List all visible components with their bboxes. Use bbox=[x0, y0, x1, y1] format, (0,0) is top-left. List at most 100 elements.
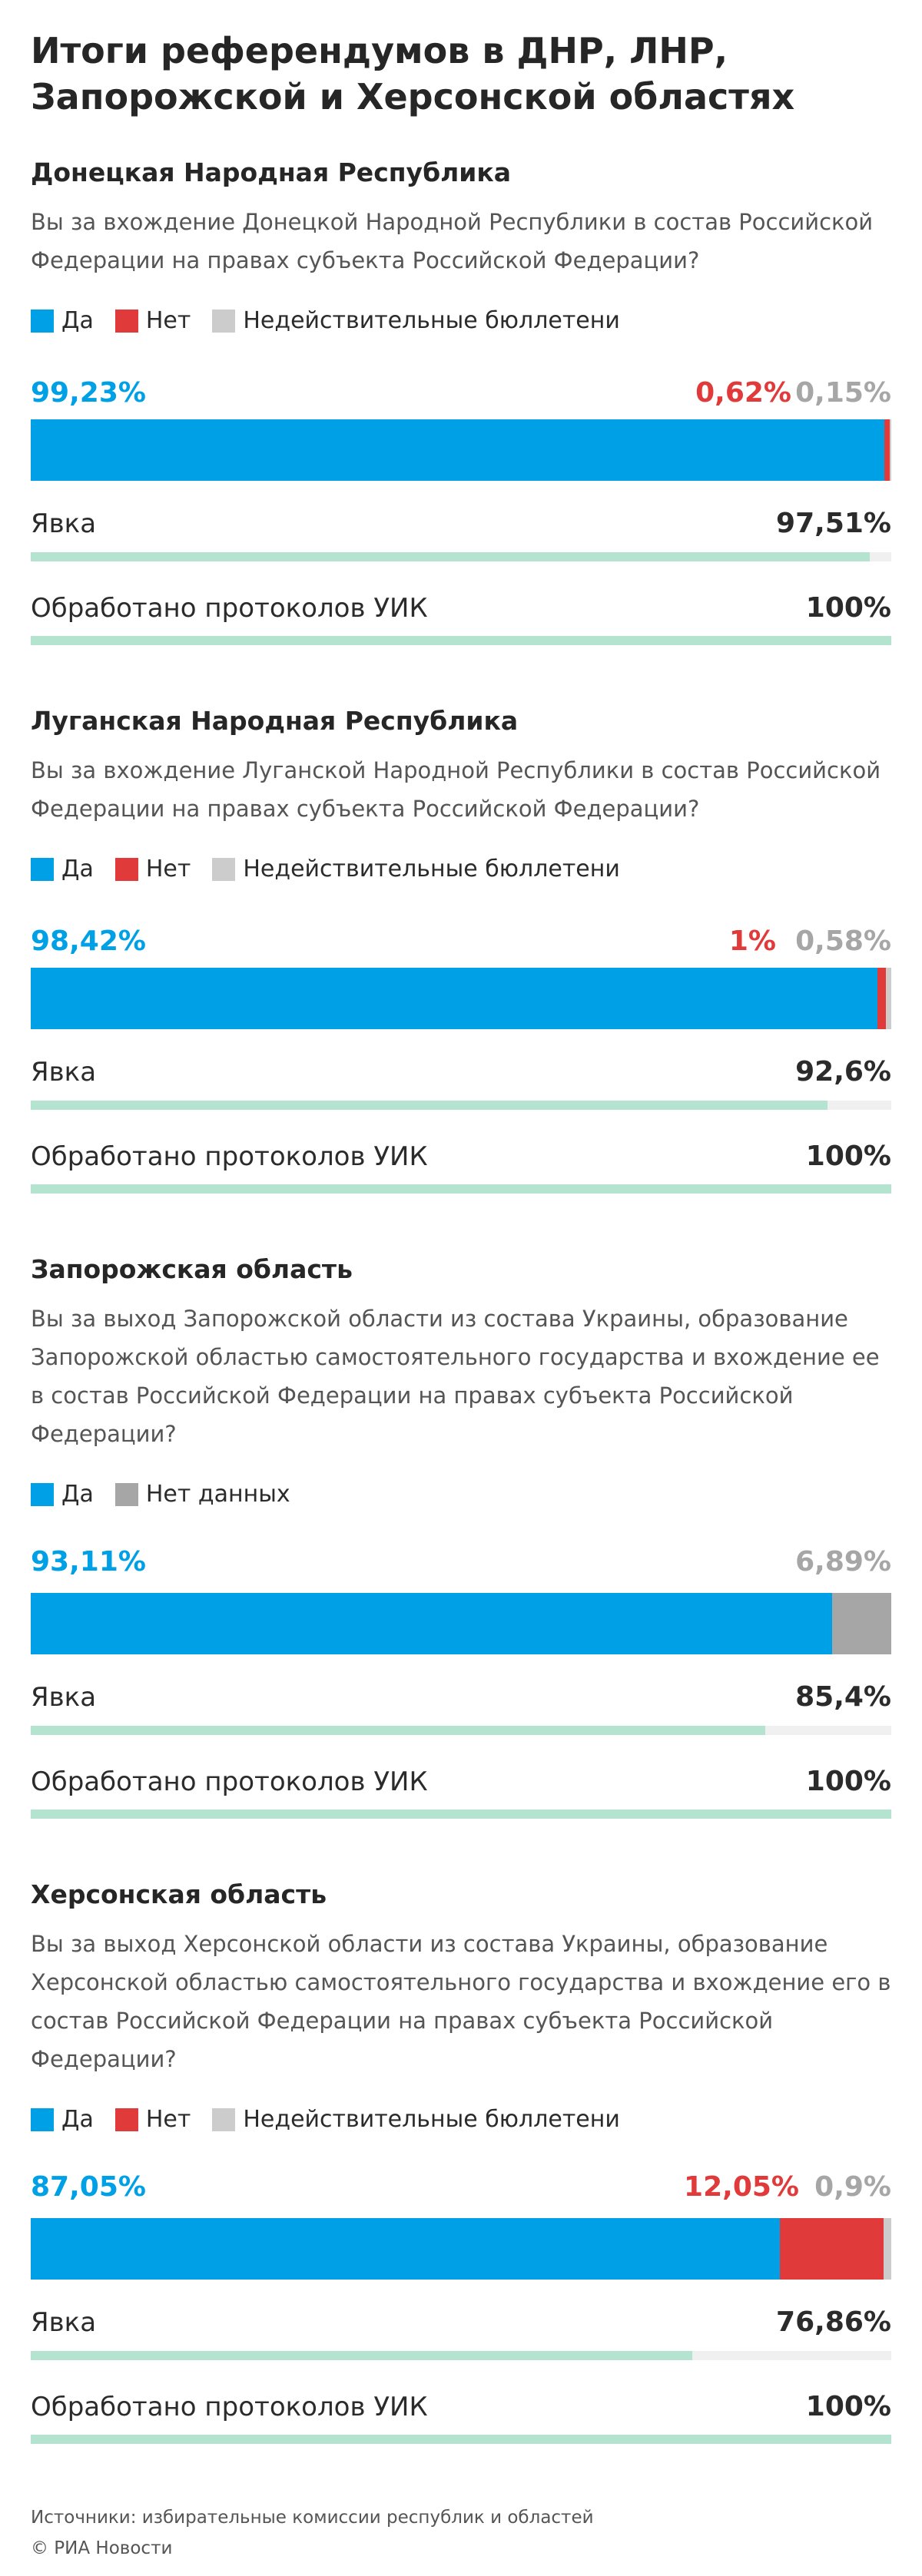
turnout-fill bbox=[31, 1101, 828, 1110]
legend-swatch-yes bbox=[31, 1482, 54, 1506]
legend: Да Нет Недействительные бюллетени bbox=[31, 2106, 642, 2133]
yes-percent-label: 99,23% bbox=[31, 377, 146, 409]
results-bar bbox=[31, 968, 891, 1029]
turnout-track bbox=[31, 1726, 891, 1735]
legend-swatch-no bbox=[114, 2107, 138, 2131]
turnout-fill bbox=[31, 552, 871, 561]
protocols-value: 100% bbox=[805, 592, 891, 624]
no-percent-label: 0,62% bbox=[695, 377, 791, 409]
protocols-fill bbox=[31, 1184, 891, 1194]
legend: Да Нет данных bbox=[31, 1481, 312, 1508]
page-title: Итоги референдумов в ДНР, ЛНР, Запорожск… bbox=[31, 30, 795, 118]
question-text: Вы за вхождение Луганской Народной Респу… bbox=[31, 757, 881, 822]
legend-item-yes: Да bbox=[31, 307, 94, 334]
protocols-track bbox=[31, 2435, 891, 2444]
results-bar bbox=[31, 2218, 891, 2280]
turnout-value: 76,86% bbox=[776, 2306, 891, 2338]
turnout-track bbox=[31, 2351, 891, 2360]
protocols-value: 100% bbox=[805, 2391, 891, 2422]
legend-label: Да bbox=[61, 2106, 94, 2133]
legend-label: Да bbox=[61, 856, 94, 882]
section-title: Запорожская область bbox=[31, 1254, 353, 1284]
legend-swatch-invalid bbox=[212, 2107, 236, 2131]
turnout-track bbox=[31, 1101, 891, 1110]
legend-swatch-yes bbox=[31, 857, 54, 881]
legend-item-no: Нет bbox=[114, 307, 191, 334]
footer-copyright: © РИА Новости bbox=[31, 2538, 173, 2558]
no-percent-label: 1% bbox=[728, 925, 776, 957]
question-text: Вы за выход Запорожской области из соста… bbox=[31, 1306, 880, 1447]
legend-swatch-no bbox=[114, 309, 138, 333]
legend-swatch-nodata bbox=[114, 1482, 138, 1506]
protocols-label: Обработано протоколов УИК bbox=[31, 593, 428, 624]
legend-label: Недействительные бюллетени bbox=[243, 307, 620, 334]
yes-percent-label: 87,05% bbox=[31, 2171, 146, 2203]
legend-item-invalid: Недействительные бюллетени bbox=[212, 307, 620, 334]
bar-segment-yes bbox=[31, 2218, 780, 2280]
bar-segment-invalid bbox=[890, 419, 891, 481]
legend-item-yes: Да bbox=[31, 2106, 94, 2133]
turnout-label: Явка bbox=[31, 1682, 97, 1713]
legend-swatch-invalid bbox=[212, 857, 236, 881]
results-bar bbox=[31, 419, 891, 481]
legend-item-nodata: Нет данных bbox=[114, 1481, 290, 1508]
legend-label: Недействительные бюллетени bbox=[243, 2106, 620, 2133]
bar-segment-no bbox=[779, 2218, 884, 2280]
bar-segment-invalid bbox=[886, 968, 891, 1029]
protocols-track bbox=[31, 1809, 891, 1819]
legend-swatch-no bbox=[114, 857, 138, 881]
protocols-track bbox=[31, 636, 891, 645]
section-title: Херсонская область bbox=[31, 1879, 327, 1909]
bar-segment-invalid bbox=[883, 2218, 891, 2280]
protocols-track bbox=[31, 1184, 891, 1194]
results-bar bbox=[31, 1593, 891, 1654]
bar-segment-no bbox=[884, 419, 890, 481]
turnout-label: Явка bbox=[31, 2307, 97, 2338]
legend-item-yes: Да bbox=[31, 1481, 94, 1508]
protocols-value: 100% bbox=[805, 1141, 891, 1172]
legend-swatch-invalid bbox=[212, 309, 236, 333]
legend-item-yes: Да bbox=[31, 856, 94, 882]
question-text: Вы за выход Херсонской области из состав… bbox=[31, 1931, 891, 2072]
turnout-fill bbox=[31, 1726, 766, 1735]
no-percent-label: 12,05% bbox=[684, 2171, 799, 2203]
yes-percent-label: 93,11% bbox=[31, 1546, 146, 1578]
legend: Да Нет Недействительные бюллетени bbox=[31, 307, 642, 334]
bar-segment-no bbox=[877, 968, 887, 1029]
legend: Да Нет Недействительные бюллетени bbox=[31, 856, 642, 882]
legend-swatch-yes bbox=[31, 309, 54, 333]
turnout-label: Явка bbox=[31, 1057, 97, 1088]
legend-item-no: Нет bbox=[114, 856, 191, 882]
turnout-label: Явка bbox=[31, 508, 97, 539]
legend-label: Да bbox=[61, 1481, 94, 1508]
protocols-fill bbox=[31, 636, 891, 645]
turnout-value: 92,6% bbox=[795, 1056, 891, 1088]
turnout-value: 97,51% bbox=[776, 508, 891, 539]
invalid-percent-label: 0,58% bbox=[795, 925, 891, 957]
nodata-percent-label: 6,89% bbox=[795, 1546, 891, 1578]
bar-segment-yes bbox=[31, 1593, 832, 1654]
legend-label: Недействительные бюллетени bbox=[243, 856, 620, 882]
invalid-percent-label: 0,15% bbox=[795, 377, 891, 409]
question-text: Вы за вхождение Донецкой Народной Респуб… bbox=[31, 209, 874, 273]
turnout-fill bbox=[31, 2351, 692, 2360]
legend-label: Нет данных bbox=[145, 1481, 290, 1508]
legend-swatch-yes bbox=[31, 2107, 54, 2131]
legend-item-invalid: Недействительные бюллетени bbox=[212, 2106, 620, 2133]
protocols-value: 100% bbox=[805, 1766, 891, 1797]
invalid-percent-label: 0,9% bbox=[814, 2171, 891, 2203]
section-title: Луганская Народная Республика bbox=[31, 706, 519, 736]
bar-segment-nodata bbox=[831, 1593, 891, 1654]
legend-label: Да bbox=[61, 307, 94, 334]
bar-segment-yes bbox=[31, 419, 885, 481]
legend-item-no: Нет bbox=[114, 2106, 191, 2133]
legend-label: Нет bbox=[145, 2106, 191, 2133]
legend-label: Нет bbox=[145, 307, 191, 334]
protocols-label: Обработано протоколов УИК bbox=[31, 2392, 428, 2422]
protocols-fill bbox=[31, 2435, 891, 2444]
section-title: Донецкая Народная Республика bbox=[31, 157, 512, 187]
yes-percent-label: 98,42% bbox=[31, 925, 146, 957]
turnout-track bbox=[31, 552, 891, 561]
protocols-label: Обработано протоколов УИК bbox=[31, 1141, 428, 1172]
